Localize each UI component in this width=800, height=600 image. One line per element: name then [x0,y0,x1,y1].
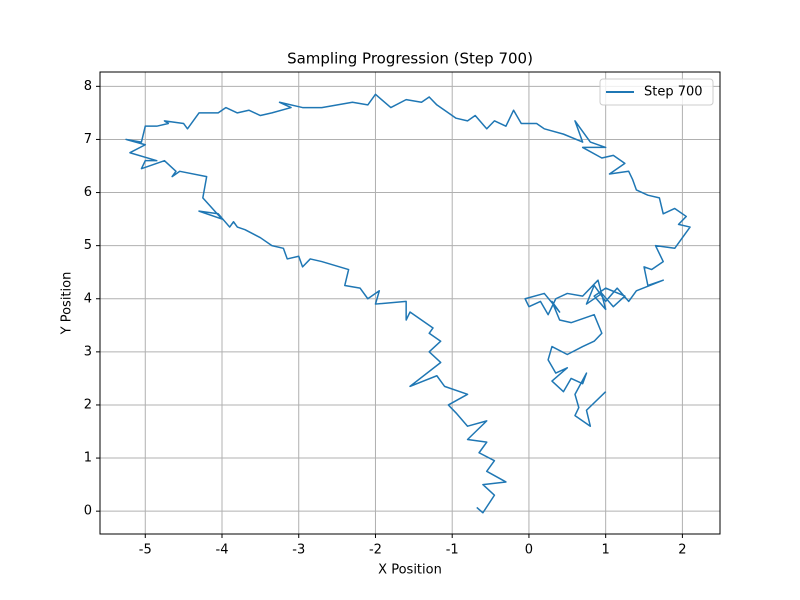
x-tick-label: 0 [525,543,533,558]
x-tick-label: -2 [369,543,382,558]
data-line [125,93,691,514]
y-tick-label: 3 [84,344,92,359]
x-tick-label: -5 [139,543,152,558]
y-tick-label: 0 [84,504,92,519]
y-tick-label: 1 [84,451,92,466]
y-tick-label: 5 [84,238,92,253]
y-tick-label: 6 [84,185,92,200]
y-tick-label: 4 [84,291,92,306]
chart-title: Sampling Progression (Step 700) [287,50,533,68]
grid [100,72,720,534]
x-tick-label: -1 [446,543,459,558]
axes-frame [99,71,721,535]
y-axis-label: Y Position [60,272,75,336]
x-tick-label: -3 [292,543,305,558]
x-tick-label: 2 [678,543,686,558]
legend-label: Step 700 [644,85,703,100]
y-tick-label: 7 [84,132,92,147]
x-tick-label: 1 [602,543,610,558]
y-tick-label: 2 [84,397,92,412]
y-tick-label: 8 [84,79,92,94]
x-axis-label: X Position [378,563,442,578]
legend-box [599,78,714,106]
plot-area [125,93,691,514]
legend: Step 700 [599,78,714,106]
x-tick-label: -4 [216,543,229,558]
